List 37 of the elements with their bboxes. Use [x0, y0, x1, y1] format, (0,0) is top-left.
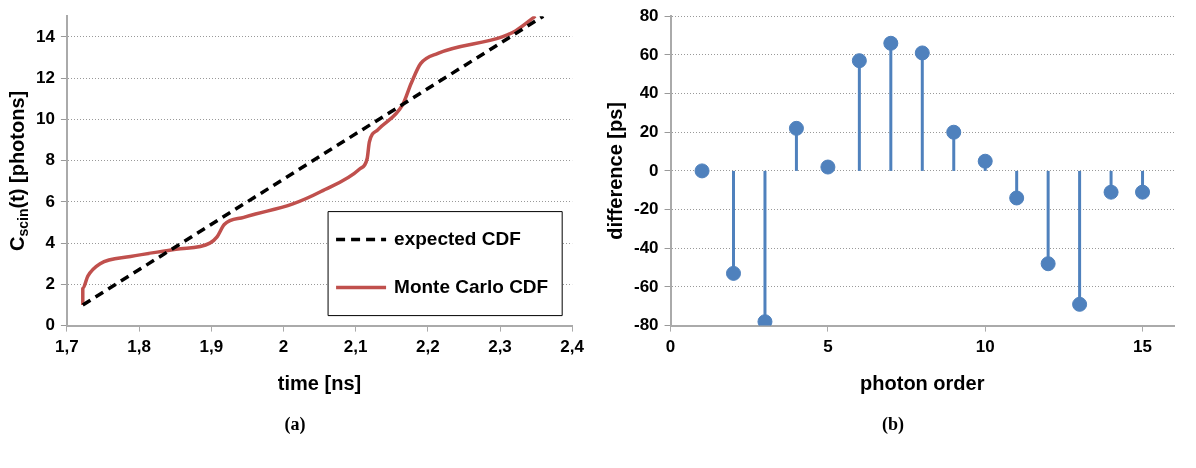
text: (a) — [284, 414, 306, 435]
y-tick-label: 12 — [35, 67, 55, 87]
y-tick-label: 20 — [639, 121, 659, 141]
x-axis-title: photon order — [860, 371, 985, 394]
y-axis-title: Cscin(t) [photons] — [5, 90, 31, 251]
x-axis-title: time [ns] — [277, 371, 362, 394]
x-tick-label: 1,7 — [55, 337, 79, 357]
x-tick-label: 2 — [278, 337, 289, 357]
legend-label: Monte Carlo CDF — [394, 275, 549, 297]
y-tick-label: 80 — [639, 5, 659, 25]
x-tick-label: 1,8 — [127, 337, 151, 357]
x-tick-label: 5 — [823, 337, 833, 357]
y-tick-label: -20 — [633, 199, 659, 219]
y-tick-label: -80 — [633, 315, 659, 335]
x-tick-label: 15 — [1133, 337, 1152, 357]
y-tick-label: -60 — [633, 276, 659, 296]
y-tick-label: 6 — [45, 191, 55, 211]
legend-label: expected CDF — [394, 227, 521, 249]
y-tick-label: 14 — [35, 26, 56, 46]
y-tick-label: 0 — [45, 315, 55, 335]
y-tick-label: 40 — [639, 83, 659, 103]
x-tick-label: 2,2 — [416, 337, 440, 357]
y-tick-label: 0 — [649, 160, 659, 180]
x-tick-label: 2,3 — [488, 337, 512, 357]
y-axis-title: difference [ps] — [603, 101, 626, 240]
text: (b) — [882, 414, 904, 435]
x-tick-label: 0 — [665, 337, 676, 357]
x-tick-label: 10 — [975, 337, 995, 357]
y-tick-label: 4 — [45, 232, 56, 252]
y-tick-label: 60 — [639, 44, 659, 64]
y-tick-label: -40 — [633, 237, 659, 257]
x-tick-label: 2,1 — [343, 337, 368, 357]
y-tick-label: 2 — [45, 274, 55, 294]
x-tick-label: 1,9 — [199, 337, 224, 357]
y-tick-label: 8 — [45, 150, 55, 170]
x-tick-label: 2,4 — [560, 337, 585, 357]
y-tick-label: 10 — [35, 109, 55, 129]
